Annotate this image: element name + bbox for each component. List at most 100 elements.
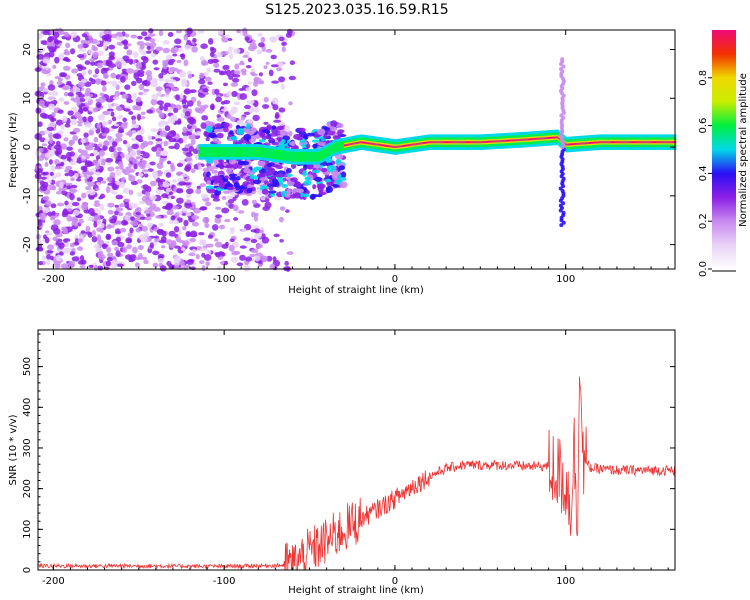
spectrogram-cell [371,142,373,145]
spectrogram-cell [278,149,280,160]
colorbar-label: Normalized spectral amplitude [738,73,749,227]
spectrogram-cell [142,152,150,159]
spectrogram-cell [206,243,214,248]
spectrogram-cell [186,232,192,237]
spectrogram-cell [327,146,329,157]
spectrogram-cell [639,141,641,144]
spectrogram-cell [199,183,207,187]
spectrogram-cell [519,139,521,141]
spectrogram-cell [245,87,252,92]
spectrogram-cell [77,44,84,49]
spectrogram-cell [550,136,552,139]
spectrogram-cell [230,106,239,114]
spectrogram-cell [229,173,238,177]
spectrogram-cell [553,136,555,139]
spectrogram-cell [241,228,247,233]
spectrogram-cell [582,142,585,145]
spectrogram-cell [184,44,192,51]
spectrogram-cell [491,140,493,143]
spectrogram-cell [212,198,221,202]
spectrogram-cell [76,178,82,182]
spectrogram-cell [188,146,194,152]
spectrogram-cell [466,141,468,144]
spectrogram-cell [117,212,124,217]
spectrogram-cell [109,172,116,178]
spectrogram-cell [658,141,660,144]
spectrogram-cell [58,251,64,256]
spectrogram-cell [239,245,247,249]
spectrogram-cell [45,232,53,236]
spectrogram-cell [226,186,235,190]
spectrogram-cell [213,68,221,73]
spectrogram-cell [390,145,392,148]
spectrogram-cell [265,135,270,140]
spectrogram-cell [87,49,94,55]
spectrogram-cell [117,114,124,120]
spectrogram-cell [119,227,127,233]
spectrogram-cell [468,141,470,144]
spectrogram-cell [335,153,344,160]
spectrogram-cell [80,149,88,155]
spectrogram-cell [215,252,221,258]
spectrogram-cell [294,151,297,162]
spectrogram-cell [473,141,475,144]
spectrogram-cell [190,230,198,238]
spectrogram-cell [106,246,112,253]
spectrogram-cell [260,147,262,158]
spectrogram-cell [106,224,112,230]
spectrogram-cell [250,71,256,75]
spectrogram-cell [101,243,108,250]
spectrogram-cell [540,137,543,140]
spectrogram-cell [425,141,427,144]
spectrogram-cell [221,207,230,214]
spectrogram-cell [258,139,266,143]
spectrogram-cell [234,63,240,70]
spectrogram-cell [177,47,184,52]
spectrogram-cell [51,112,56,117]
spectrogram-cell [206,171,211,178]
spectrogram-cell [62,238,69,243]
spectrogram-cell [564,142,566,145]
spectrogram-cell [107,135,112,141]
spectrogram-cell [120,76,126,83]
spectrogram-cell [39,112,48,118]
spectrogram-cell [61,212,68,218]
spectrogram-cell [60,143,67,150]
spectrogram-cell [270,54,277,60]
spectrogram-cell [130,180,139,186]
spectrogram-cell [403,144,405,147]
spectrogram-cell [265,49,273,53]
spectrogram-cell [317,151,319,162]
spectrogram-cell [47,244,54,251]
spectrogram-cell [143,209,151,215]
spectrogram-cell [67,260,76,268]
spectrogram-cell [235,176,241,181]
spectrogram-cell [240,116,246,121]
spectrogram-cell [149,242,154,249]
spectrogram-cell [105,157,114,163]
colorbar-ticks: 0.0 0.2 0.4 0.6 0.8 [698,70,736,277]
spectrogram-cell [38,261,43,266]
y-tick-label: -20 [22,236,33,252]
spectrogram-cell [125,142,131,148]
colorbar: 0.0 0.2 0.4 0.6 0.8 Normalized spectral ampl… [698,30,749,277]
spectrogram-cell [549,136,551,139]
spectrogram-cell [69,160,77,166]
spectrogram-cell [96,182,101,186]
spectrogram-cell [318,191,327,196]
spectrogram-cell [606,141,608,144]
spectrogram-cell [314,151,316,162]
spectrogram-cell [94,162,101,167]
spectrogram-cell [646,141,648,144]
spectrogram-cell [311,151,313,162]
spectrogram-cell [523,138,525,141]
spectrogram-cell [89,58,96,62]
spectrogram-cell [138,200,146,205]
spectrogram-cell [400,145,402,148]
spectrogram-cell [128,189,134,196]
spectrogram-cell [200,247,208,252]
spectrogram-cell [79,48,87,52]
spectrogram-cell [490,140,492,143]
spectrogram-cell [516,139,518,142]
spectrogram-cell [443,141,445,144]
